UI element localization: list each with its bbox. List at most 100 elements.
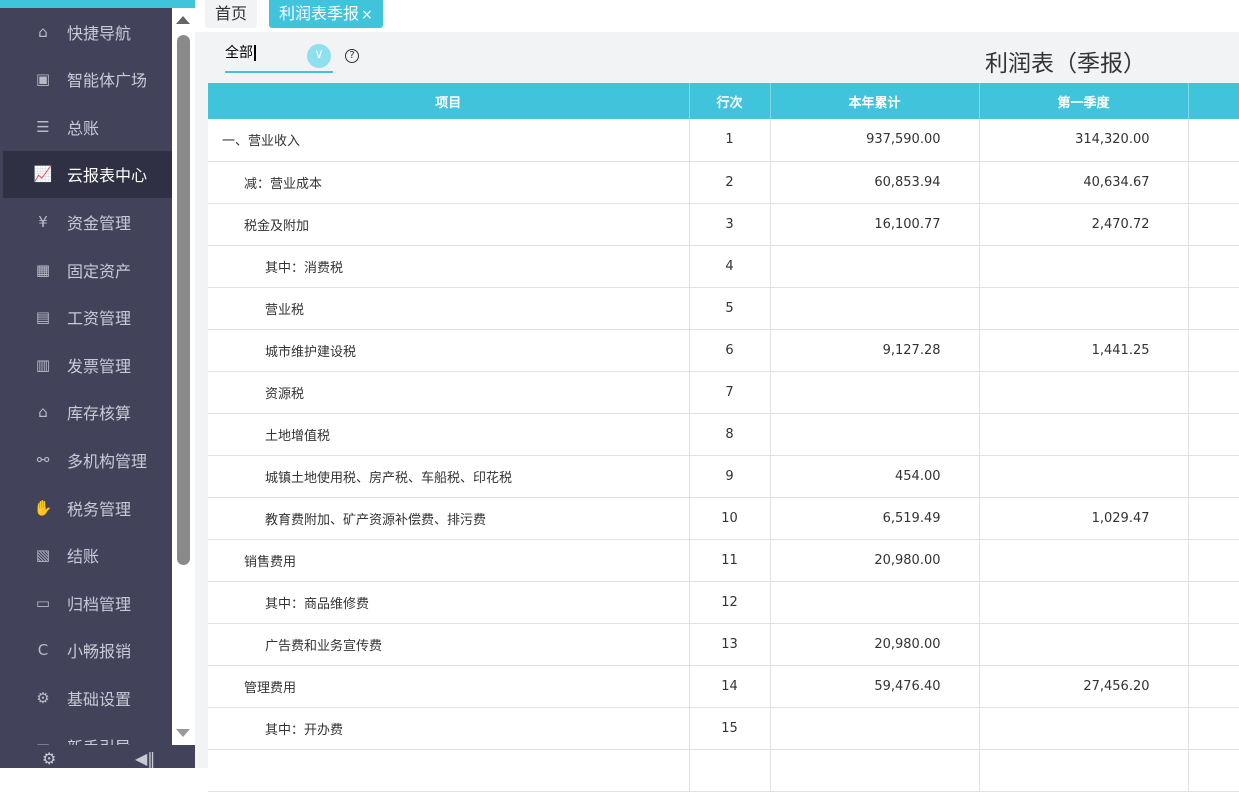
sidebar-item-8[interactable]: ⌂ 库存核算 [3,389,172,436]
table-row[interactable] [208,749,1239,792]
cell-q1[interactable] [979,581,1189,624]
table-row[interactable]: 城镇土地使用税、房产税、车船税、印花税 9 454.00 [208,455,1239,498]
cell-ytd[interactable]: 16,100.77 [770,203,980,246]
table-row[interactable]: 管理费用 14 59,476.40 27,456.20 [208,665,1239,708]
cell-ytd[interactable] [770,707,980,750]
sidebar-item-13[interactable]: C 小畅报销 [3,627,172,674]
cell-q1[interactable] [979,245,1189,288]
cell-item: 管理费用 [208,665,690,708]
table-row[interactable]: 其中：消费税 4 [208,245,1239,288]
cell-q1[interactable]: 314,320.00 [979,119,1189,162]
table-row[interactable]: 资源税 7 [208,371,1239,414]
collapse-sidebar-icon[interactable]: ◀‖ [135,749,156,768]
cell-q1[interactable]: 1,441.25 [979,329,1189,372]
cell-ytd[interactable]: 454.00 [770,455,980,498]
scroll-down-arrow-icon[interactable] [176,729,190,737]
scrollbar-thumb[interactable] [177,35,190,565]
org-icon: ⚯ [36,450,50,469]
scroll-up-arrow-icon[interactable] [176,16,190,24]
help-icon[interactable]: ? [345,49,359,63]
invoice-icon: ▥ [35,355,51,374]
sidebar-bottom-bar: ⚙ ◀‖ [0,745,195,768]
sidebar-item-label: 工资管理 [67,309,132,329]
table-row[interactable]: 其中：开办费 15 [208,707,1239,750]
sidebar-item-label: 小畅报销 [67,642,132,662]
col-q1: 第一季度 [979,83,1189,119]
scope-select-value: 全部 [225,45,253,61]
table-row[interactable]: 一、营业收入 1 937,590.00 314,320.00 [208,119,1239,162]
cell-line: 6 [689,329,771,372]
table-row[interactable]: 教育费附加、矿产资源补偿费、排污费 10 6,519.49 1,029.47 [208,497,1239,540]
cell-ytd[interactable]: 6,519.49 [770,497,980,540]
cell-q1[interactable] [979,371,1189,414]
cell-item: 其中：商品维修费 [208,581,690,624]
sidebar-item-7[interactable]: ▥ 发票管理 [3,341,172,388]
cell-next [1188,119,1239,162]
table-row[interactable]: 销售费用 11 20,980.00 [208,539,1239,582]
scope-select[interactable]: 全部 ∨ [225,40,333,73]
sidebar-item-12[interactable]: ▭ 归档管理 [3,579,172,626]
close-icon[interactable]: × [361,7,373,23]
cell-ytd[interactable]: 20,980.00 [770,623,980,666]
toolbar: 全部 ∨ ? 利润表（季报） [195,34,1239,83]
tax-icon: ✋ [33,498,53,517]
sidebar-item-6[interactable]: ▤ 工资管理 [3,294,172,341]
chevron-down-icon[interactable]: ∨ [307,44,331,68]
cell-ytd[interactable] [770,371,980,414]
cell-q1[interactable]: 1,029.47 [979,497,1189,540]
cell-item: 土地增值税 [208,413,690,456]
tab-home[interactable]: 首页 [205,0,258,28]
cell-ytd[interactable] [770,749,980,792]
cell-ytd[interactable]: 9,127.28 [770,329,980,372]
cell-q1[interactable] [979,539,1189,582]
cell-q1[interactable] [979,749,1189,792]
cell-item: 城市维护建设税 [208,329,690,372]
sidebar-item-4[interactable]: ¥ 资金管理 [3,198,172,245]
cell-ytd[interactable] [770,413,980,456]
sidebar-item-label: 库存核算 [67,404,132,424]
cell-ytd[interactable] [770,581,980,624]
cell-item: 资源税 [208,371,690,414]
sidebar-item-0[interactable]: ⌂ 快捷导航 [3,8,172,55]
settings-gear-icon[interactable]: ⚙ [42,749,57,768]
cell-ytd[interactable]: 60,853.94 [770,161,980,204]
cell-ytd[interactable] [770,287,980,330]
sidebar-item-label: 固定资产 [67,261,132,281]
sidebar-item-11[interactable]: ▧ 结账 [3,532,172,579]
sidebar-item-1[interactable]: ▣ 智能体广场 [3,56,172,103]
sidebar-scrollbar[interactable] [172,8,195,745]
sidebar-item-14[interactable]: ⚙ 基础设置 [3,674,172,721]
warehouse-icon: ⌂ [38,403,48,422]
table-row[interactable]: 税金及附加 3 16,100.77 2,470.72 [208,203,1239,246]
col-next [1188,83,1239,119]
cell-q1[interactable]: 2,470.72 [979,203,1189,246]
cell-q1[interactable] [979,623,1189,666]
sidebar-item-9[interactable]: ⚯ 多机构管理 [3,436,172,483]
sidebar-item-2[interactable]: ☰ 总账 [3,103,172,150]
cell-item: 一、营业收入 [208,119,690,162]
cell-q1[interactable] [979,455,1189,498]
table-row[interactable]: 城市维护建设税 6 9,127.28 1,441.25 [208,329,1239,372]
table-row[interactable]: 营业税 5 [208,287,1239,330]
cell-q1[interactable]: 27,456.20 [979,665,1189,708]
cell-q1[interactable] [979,707,1189,750]
cell-next [1188,371,1239,414]
table-row[interactable]: 减：营业成本 2 60,853.94 40,634.67 [208,161,1239,204]
cell-next [1188,539,1239,582]
table-row[interactable]: 广告费和业务宣传费 13 20,980.00 [208,623,1239,666]
table-row[interactable]: 其中：商品维修费 12 [208,581,1239,624]
sidebar-item-5[interactable]: ▦ 固定资产 [3,246,172,293]
tab-profit-quarterly[interactable]: 利润表季报 × [269,0,383,28]
money-bag-icon: ¥ [38,212,48,231]
cell-q1[interactable]: 40,634.67 [979,161,1189,204]
cell-item [208,749,690,792]
table-row[interactable]: 土地增值税 8 [208,413,1239,456]
cell-q1[interactable] [979,287,1189,330]
sidebar-item-10[interactable]: ✋ 税务管理 [3,484,172,531]
cell-ytd[interactable] [770,245,980,288]
cell-q1[interactable] [979,413,1189,456]
cell-ytd[interactable]: 937,590.00 [770,119,980,162]
cell-ytd[interactable]: 20,980.00 [770,539,980,582]
sidebar-item-3[interactable]: 📈 云报表中心 [3,150,172,198]
cell-ytd[interactable]: 59,476.40 [770,665,980,708]
